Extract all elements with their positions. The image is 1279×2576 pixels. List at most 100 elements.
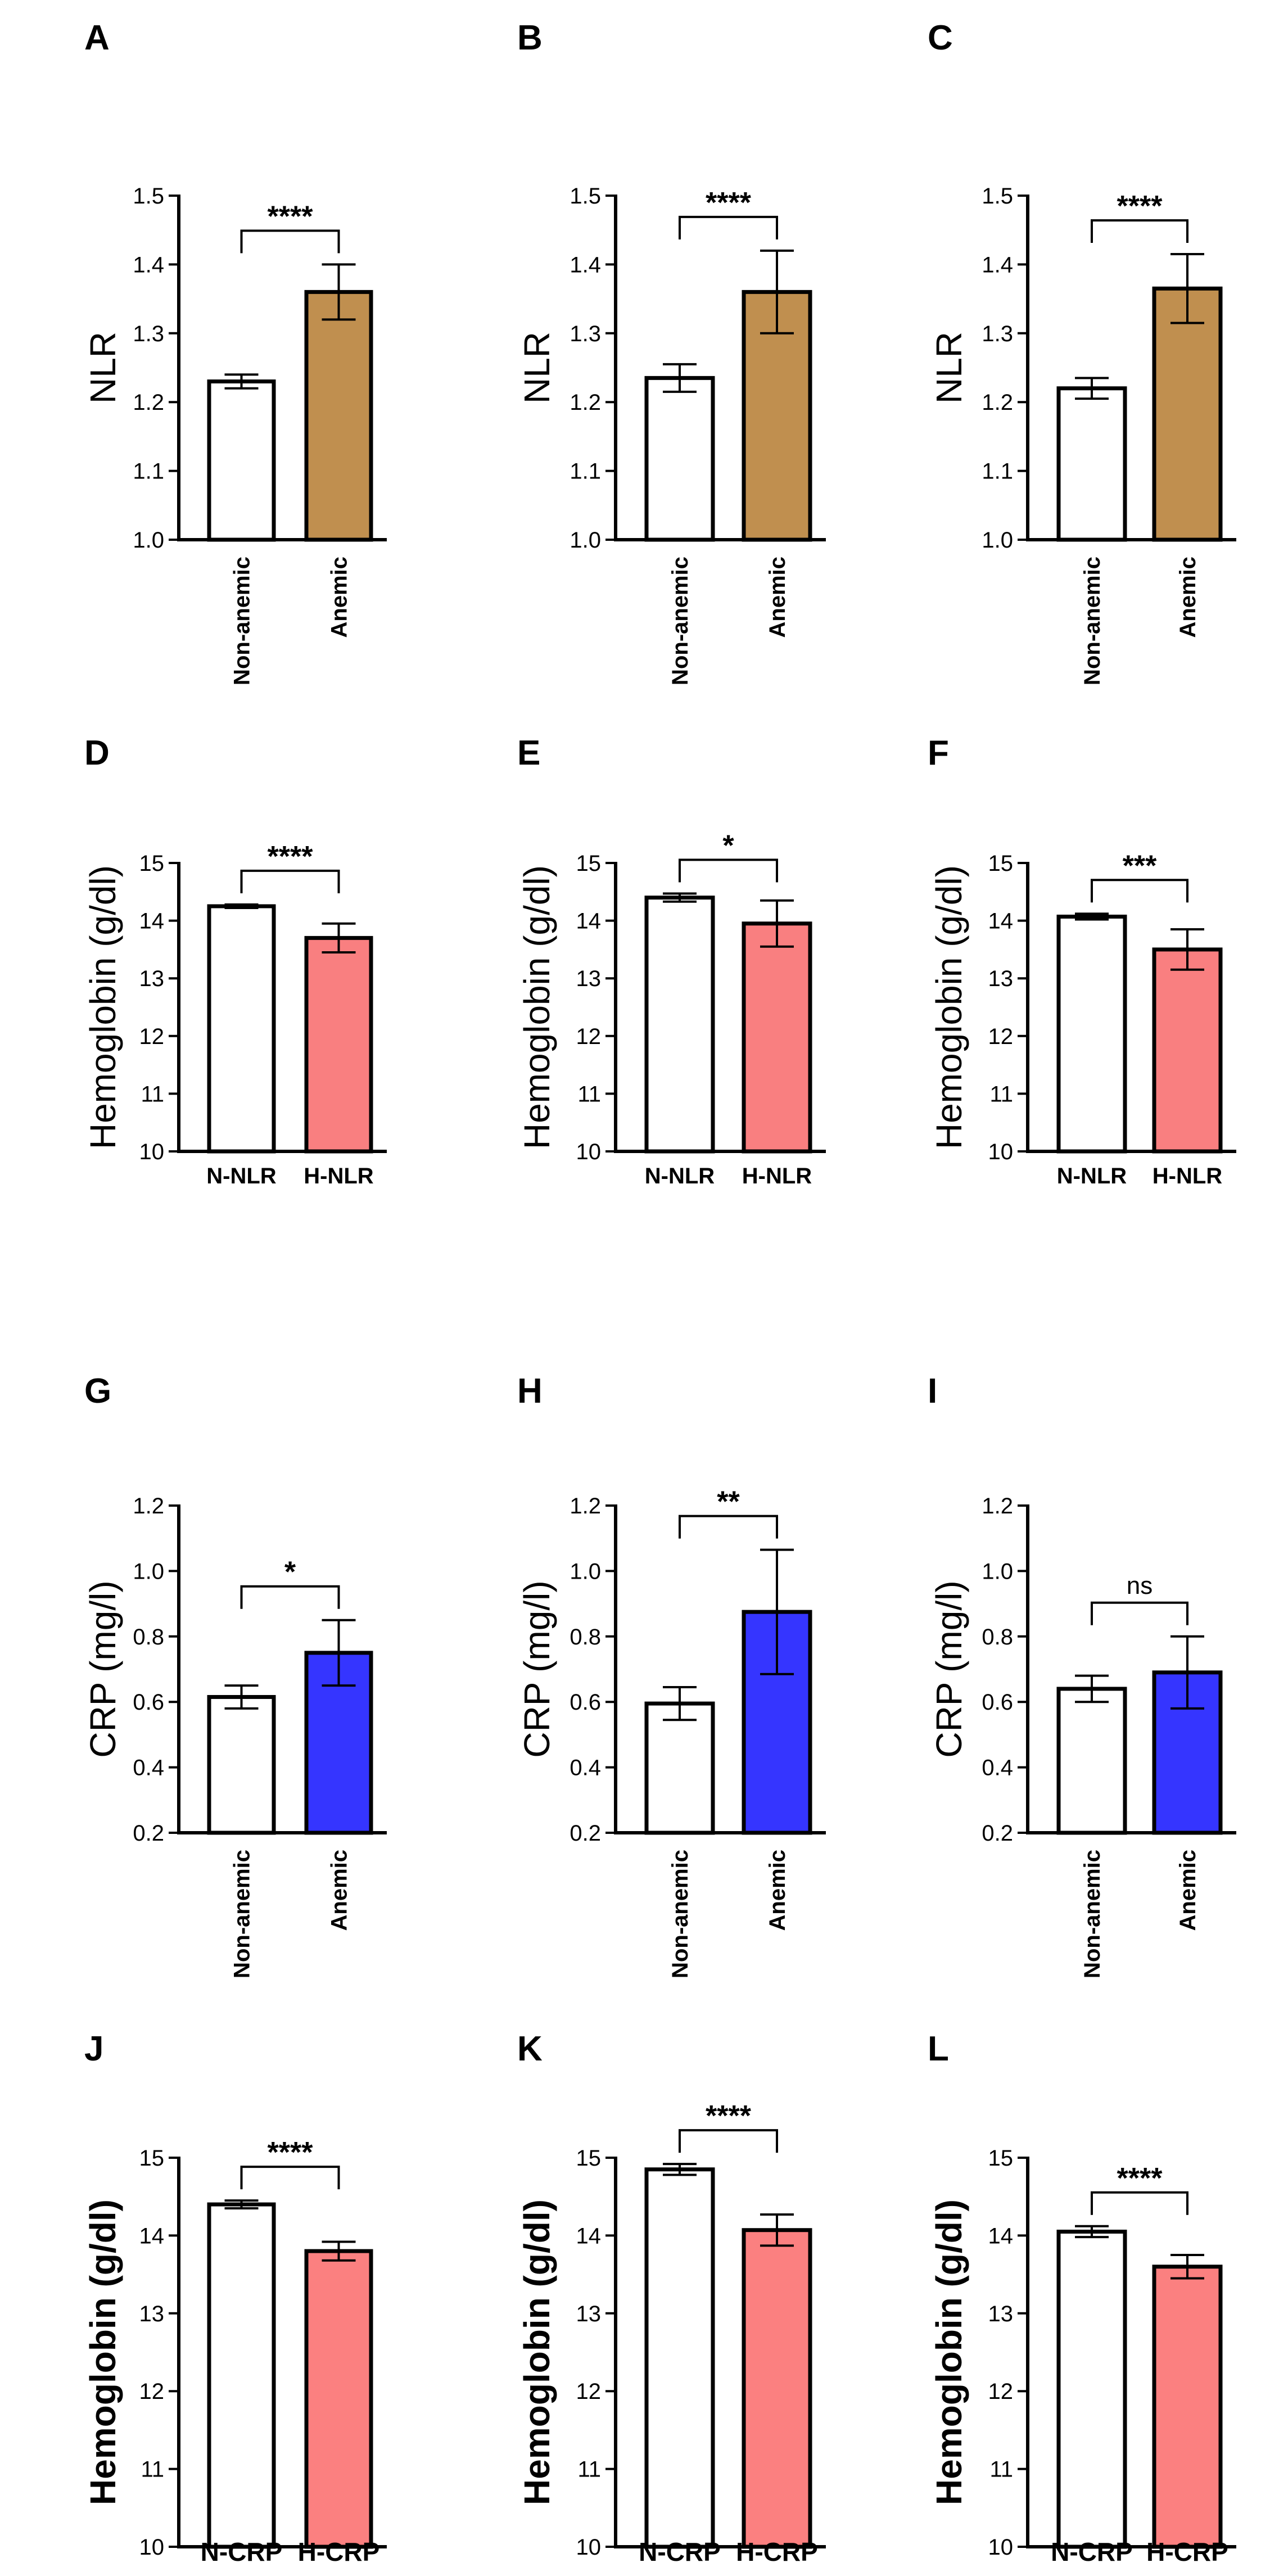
panel-c-category-label: Non-anemic <box>1080 557 1105 685</box>
panel-b-category-label: Non-anemic <box>668 557 693 685</box>
panel-a-bar-case <box>304 290 373 542</box>
panel-d-letter: D <box>84 734 110 772</box>
panel-k-y-tick-label: 10 <box>576 2535 602 2560</box>
panel-h-letter: H <box>517 1372 543 1411</box>
panel-e-bar-case <box>742 921 812 1154</box>
panel-b-y-tick-label: 1.2 <box>570 390 601 415</box>
panel-k-y-tick-label: 11 <box>577 2457 601 2482</box>
panel-j-y-tick-label: 12 <box>139 2379 165 2404</box>
panel-f-y-tick-label: 12 <box>988 1024 1014 1049</box>
panel-j-category-label: N-CRP <box>201 2537 283 2566</box>
panel-l-significance-bracket <box>1091 2191 1188 2215</box>
panel-d: D 10 11 12 13 14 15 Hemoglobin (g/dl) N-NLR H-NLR… <box>83 734 387 1188</box>
panel-b-y-axis-title: NLR <box>517 332 557 404</box>
panel-g-y-tick-label: 0.6 <box>133 1690 164 1715</box>
panel-e-y-tick-label: 14 <box>576 909 602 934</box>
panel-i-y-tick-label: 1.2 <box>982 1494 1013 1519</box>
panel-f-significance-bracket <box>1091 879 1188 903</box>
panel-l-y-tick-label: 13 <box>988 2302 1014 2326</box>
panel-b-significance-bracket <box>679 215 778 239</box>
panel-j-y-tick-label: 15 <box>139 2146 165 2171</box>
panel-h-y-tick-label: 0.8 <box>570 1625 601 1649</box>
panel-b-bar-control <box>644 376 715 542</box>
panel-j-y-tick-label: 14 <box>139 2224 165 2248</box>
panel-d-y-tick-label: 14 <box>139 909 165 934</box>
panel-b-y-tick-label: 1.3 <box>570 322 601 346</box>
panel-g-y-tick-label: 0.8 <box>133 1625 164 1649</box>
panel-f-y-tick-label: 11 <box>989 1082 1013 1106</box>
panel-i-significance-bracket <box>1091 1601 1188 1625</box>
panel-e-category-label: H-NLR <box>742 1164 812 1188</box>
panel-d-y-tick-label: 15 <box>139 851 165 876</box>
panel-b-y-tick-label: 1.4 <box>570 252 601 277</box>
panel-e: E 10 11 12 13 14 15 Hemoglobin (g/dl) N-NLR H-NLR… <box>517 734 826 1188</box>
panel-f-category-label: N-NLR <box>1057 1164 1127 1188</box>
panel-h-y-tick-label: 1.0 <box>570 1559 601 1584</box>
panel-a-y-axis-title: NLR <box>83 332 123 404</box>
panel-k-y-tick-label: 13 <box>576 2302 602 2326</box>
panel-a-bar-control <box>207 379 276 542</box>
panel-d-y-tick-label: 10 <box>139 1140 165 1164</box>
panel-b-y-tick-label: 1.0 <box>570 528 601 553</box>
panel-j-y-tick-label: 13 <box>139 2302 165 2326</box>
panel-e-significance-bracket <box>679 858 778 883</box>
panel-h-category-label: Non-anemic <box>668 1850 693 1978</box>
panel-g-y-tick-label: 0.2 <box>133 1821 164 1846</box>
panel-c: C 1.0 1.1 1.2 1.3 1.4 1.5 NLR Non-anemic Anemic **… <box>928 19 1236 685</box>
panel-g: G 0.2 0.4 0.6 0.8 1.0 1.2 CRP (mg/l) Non-anemic A… <box>83 1372 387 1978</box>
panel-c-category-label: Anemic <box>1176 557 1200 638</box>
panel-k-significance-label: **** <box>706 2100 752 2132</box>
panel-a-category-label: Non-anemic <box>230 557 255 685</box>
panel-i-y-tick-label: 0.4 <box>982 1756 1013 1780</box>
panel-j-y-tick-label: 10 <box>139 2535 165 2560</box>
panel-i-y-axis-title: CRP (mg/l) <box>929 1580 969 1757</box>
panel-e-y-tick-label: 11 <box>577 1082 601 1106</box>
panel-i-y-tick-label: 0.8 <box>982 1625 1013 1649</box>
panel-c-significance-bracket <box>1091 219 1188 243</box>
panel-e-significance-label: * <box>722 829 734 862</box>
panel-c-significance-label: **** <box>1117 190 1163 223</box>
panel-k-category-label: N-CRP <box>639 2537 721 2566</box>
panel-c-y-tick-label: 1.5 <box>982 184 1013 209</box>
panel-a-y-tick-label: 1.1 <box>133 459 164 484</box>
panel-f-letter: F <box>928 734 949 772</box>
panel-d-significance-label: **** <box>268 840 314 873</box>
panel-l-y-tick-label: 10 <box>988 2535 1014 2560</box>
panel-a-significance-bracket <box>240 229 340 254</box>
panel-f-bar-control <box>1056 914 1127 1154</box>
panel-c-y-tick-label: 1.4 <box>982 252 1013 277</box>
panel-h-y-tick-label: 1.2 <box>570 1494 601 1519</box>
panel-d-category-label: H-NLR <box>304 1164 374 1188</box>
panel-h-y-tick-label: 0.2 <box>570 1821 601 1846</box>
panel-e-category-label: N-NLR <box>645 1164 715 1188</box>
panel-g-category-label: Non-anemic <box>230 1850 255 1978</box>
panel-i-category-label: Non-anemic <box>1080 1850 1105 1978</box>
panel-f-bar-case <box>1152 947 1223 1154</box>
panel-f-y-tick-label: 13 <box>988 966 1014 991</box>
panel-b-y-tick-label: 1.1 <box>570 459 601 484</box>
panel-c-letter: C <box>928 19 953 57</box>
panel-e-y-axis-title: Hemoglobin (g/dl) <box>517 865 557 1149</box>
panel-a-y-tick-label: 1.5 <box>133 184 164 209</box>
panel-e-y-tick-label: 15 <box>576 851 602 876</box>
panel-l-category-label: N-CRP <box>1051 2537 1133 2566</box>
panel-g-significance-label: * <box>284 1556 296 1589</box>
panel-h-y-tick-label: 0.4 <box>570 1756 601 1780</box>
panel-a-y-tick-label: 1.0 <box>133 528 164 553</box>
panel-d-category-label: N-NLR <box>206 1164 277 1188</box>
panel-j-category-label: H-CRP <box>298 2537 380 2566</box>
panel-j-letter: J <box>84 2030 103 2068</box>
panel-j-bar-control <box>207 2202 276 2549</box>
panel-i-category-label: Anemic <box>1176 1850 1200 1931</box>
panel-i-bar-control <box>1056 1687 1127 1835</box>
panel-h-category-label: Anemic <box>765 1850 790 1931</box>
panel-k-y-axis-title: Hemoglobin (g/dl) <box>517 2199 557 2505</box>
panel-c-y-tick-label: 1.0 <box>982 528 1013 553</box>
panel-a-letter: A <box>84 19 110 57</box>
panel-b: B 1.0 1.1 1.2 1.3 1.4 1.5 NLR Non-anemic Anemic **… <box>517 19 826 685</box>
panel-l-y-tick-label: 15 <box>988 2146 1014 2171</box>
panel-k-bar-case <box>742 2228 812 2549</box>
panel-d-y-tick-label: 13 <box>139 966 165 991</box>
panel-k-category-label: H-CRP <box>736 2537 818 2566</box>
